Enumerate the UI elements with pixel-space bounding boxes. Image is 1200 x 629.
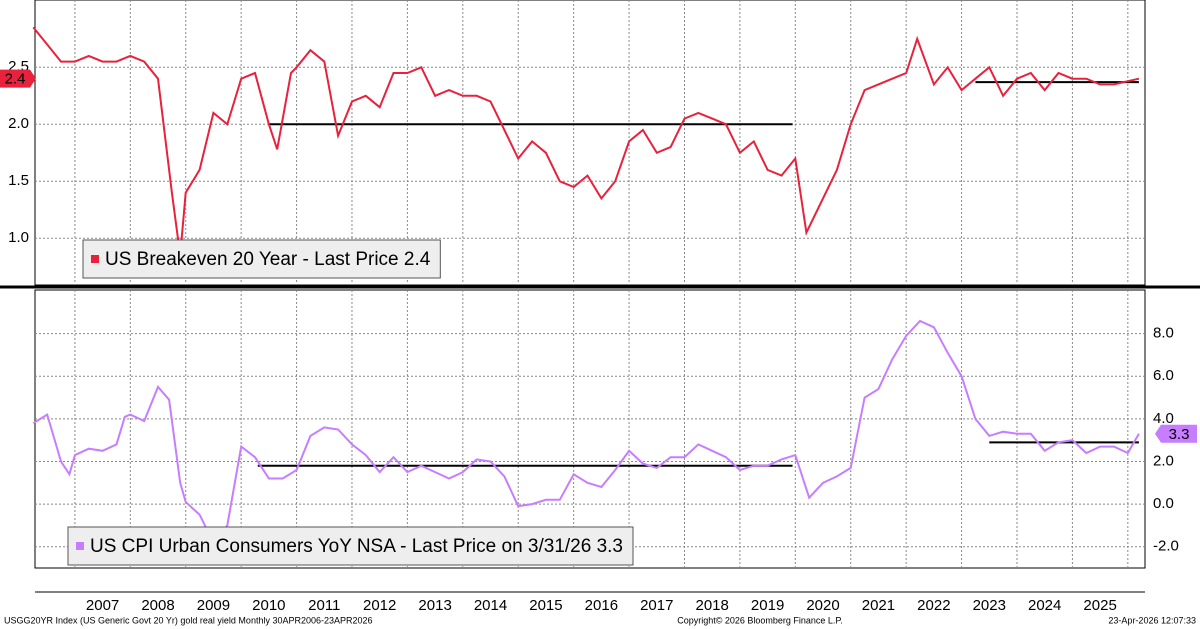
last-value-label: 2.4 [5, 71, 26, 88]
plot-area [34, 289, 1146, 569]
x-tick-label: 2016 [585, 597, 618, 614]
series-line [32, 319, 1140, 545]
x-tick-label: 2021 [862, 597, 895, 614]
y-tick-label: 1.0 [8, 229, 29, 246]
y-tick-label: 0.0 [1153, 495, 1174, 512]
legend-label: US CPI Urban Consumers YoY NSA - Last Pr… [90, 536, 623, 557]
legend-swatch [91, 255, 99, 263]
x-tick-label: 2010 [252, 597, 285, 614]
x-tick-label: 2015 [529, 597, 562, 614]
x-tick-label: 2012 [363, 597, 396, 614]
footer-left: USGG20YR Index (US Generic Govt 20 Yr) g… [4, 615, 373, 625]
last-value-tag [1155, 424, 1197, 443]
x-tick-label: 2018 [696, 597, 729, 614]
x-tick-label: 2019 [751, 597, 784, 614]
last-value-label: 3.3 [1169, 426, 1190, 443]
x-tick-label: 2025 [1083, 597, 1116, 614]
y-tick-label: -2.0 [1153, 538, 1179, 555]
legend-swatch [76, 542, 84, 550]
x-tick-label: 2011 [308, 597, 340, 614]
y-tick-label: 2.0 [1153, 452, 1174, 469]
x-tick-label: 2013 [418, 597, 451, 614]
x-tick-label: 2009 [197, 597, 230, 614]
legend-box [67, 526, 634, 566]
x-tick-label: 2023 [973, 597, 1006, 614]
x-tick-label: 2017 [640, 597, 673, 614]
y-tick-label: 8.0 [1153, 325, 1174, 342]
x-tick-label: 2014 [474, 597, 507, 614]
legend-label: US Breakeven 20 Year - Last Price 2.4 [105, 249, 431, 270]
footer-right: 23-Apr-2026 12:07:33 [1108, 615, 1196, 625]
y-tick-label: 2.0 [8, 115, 29, 132]
x-tick-label: 2022 [917, 597, 950, 614]
y-tick-label: 1.5 [8, 172, 29, 189]
x-tick-label: 2007 [86, 597, 119, 614]
series-line [32, 26, 1140, 256]
y-tick-label: 6.0 [1153, 367, 1174, 384]
y-tick-label: 4.0 [1153, 410, 1174, 427]
x-tick-label: 2008 [141, 597, 174, 614]
legend-box [82, 239, 441, 279]
plot-area [34, 0, 1146, 286]
last-value-tag [0, 69, 36, 88]
x-tick-label: 2024 [1028, 597, 1061, 614]
x-tick-label: 2020 [806, 597, 839, 614]
footer-center: Copyright© 2026 Bloomberg Finance L.P. [677, 615, 843, 625]
